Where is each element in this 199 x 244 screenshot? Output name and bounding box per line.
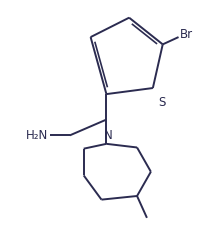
Text: S: S [158,96,165,109]
Text: N: N [104,129,113,142]
Text: Br: Br [179,28,193,41]
Text: H₂N: H₂N [25,129,48,142]
